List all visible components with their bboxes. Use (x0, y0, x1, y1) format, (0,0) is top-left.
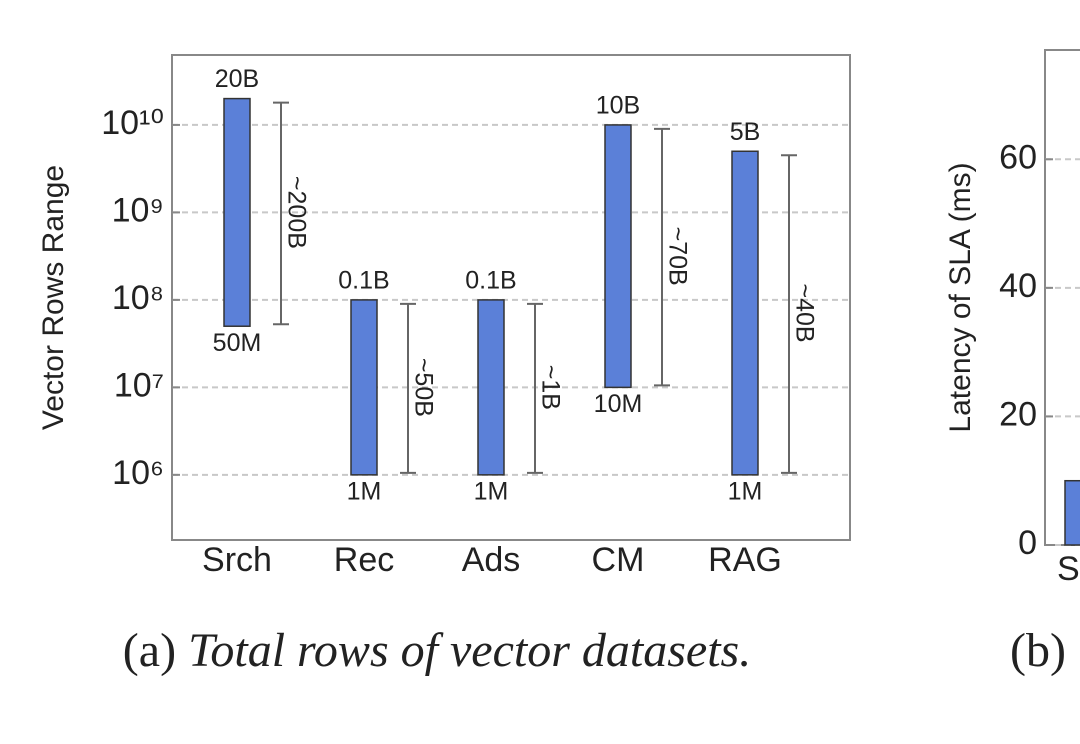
bar (731, 150, 759, 476)
range-annotation: ~1B (536, 365, 564, 410)
caption-text: Total rows of vector datasets. (188, 624, 751, 677)
y-tick-label: 10¹⁰ (101, 104, 164, 142)
y-tick-label: 60 (999, 138, 1037, 176)
y-tick-label: 20 (999, 395, 1037, 433)
low-label: 50M (213, 329, 262, 357)
high-label: 20B (215, 65, 259, 93)
low-label: 1M (347, 477, 382, 505)
y-tick-label: 10⁹ (112, 191, 164, 229)
low-label: 1M (474, 477, 509, 505)
low-label: 1M (728, 477, 763, 505)
y-tick-label: 10⁸ (112, 279, 164, 317)
bar (604, 124, 632, 389)
caption-label: (b) (1010, 624, 1066, 677)
range-bracket (781, 154, 797, 474)
bar (477, 299, 505, 476)
y-tick-label: 40 (999, 267, 1037, 305)
y-tick-label: 10⁷ (114, 366, 164, 404)
plot-frame (1044, 49, 1080, 546)
range-bracket (654, 127, 670, 387)
x-tick-label: Srch (202, 541, 272, 579)
range-annotation: ~40B (790, 284, 818, 343)
x-tick-label: RAG (708, 541, 782, 579)
caption: (b) (1010, 624, 1066, 677)
range-bracket (273, 101, 289, 326)
x-tick-label: S (1057, 550, 1080, 588)
low-label: 10M (594, 390, 643, 418)
range-bracket (527, 302, 543, 474)
high-label: 0.1B (465, 266, 516, 294)
bar (1064, 479, 1080, 546)
y-tick-label: 0 (1018, 524, 1037, 562)
high-label: 5B (730, 118, 761, 146)
x-tick-label: CM (592, 541, 645, 579)
x-tick-label: Rec (334, 541, 394, 579)
range-annotation: ~70B (663, 227, 691, 286)
y-tick-label: 10⁶ (112, 454, 164, 492)
range-bracket (400, 302, 416, 474)
range-annotation: ~50B (409, 358, 437, 417)
high-label: 0.1B (338, 266, 389, 294)
bar (350, 299, 378, 476)
y-axis-title: Vector Rows Range (37, 165, 70, 430)
y-axis-title: Latency of SLA (ms) (944, 162, 977, 432)
caption-label: (a) (123, 624, 176, 677)
bar (223, 97, 251, 327)
high-label: 10B (596, 92, 640, 120)
x-tick-label: Ads (462, 541, 521, 579)
caption: (a) Total rows of vector datasets. (123, 624, 751, 677)
range-annotation: ~200B (282, 176, 310, 249)
plot-frame (171, 54, 851, 541)
